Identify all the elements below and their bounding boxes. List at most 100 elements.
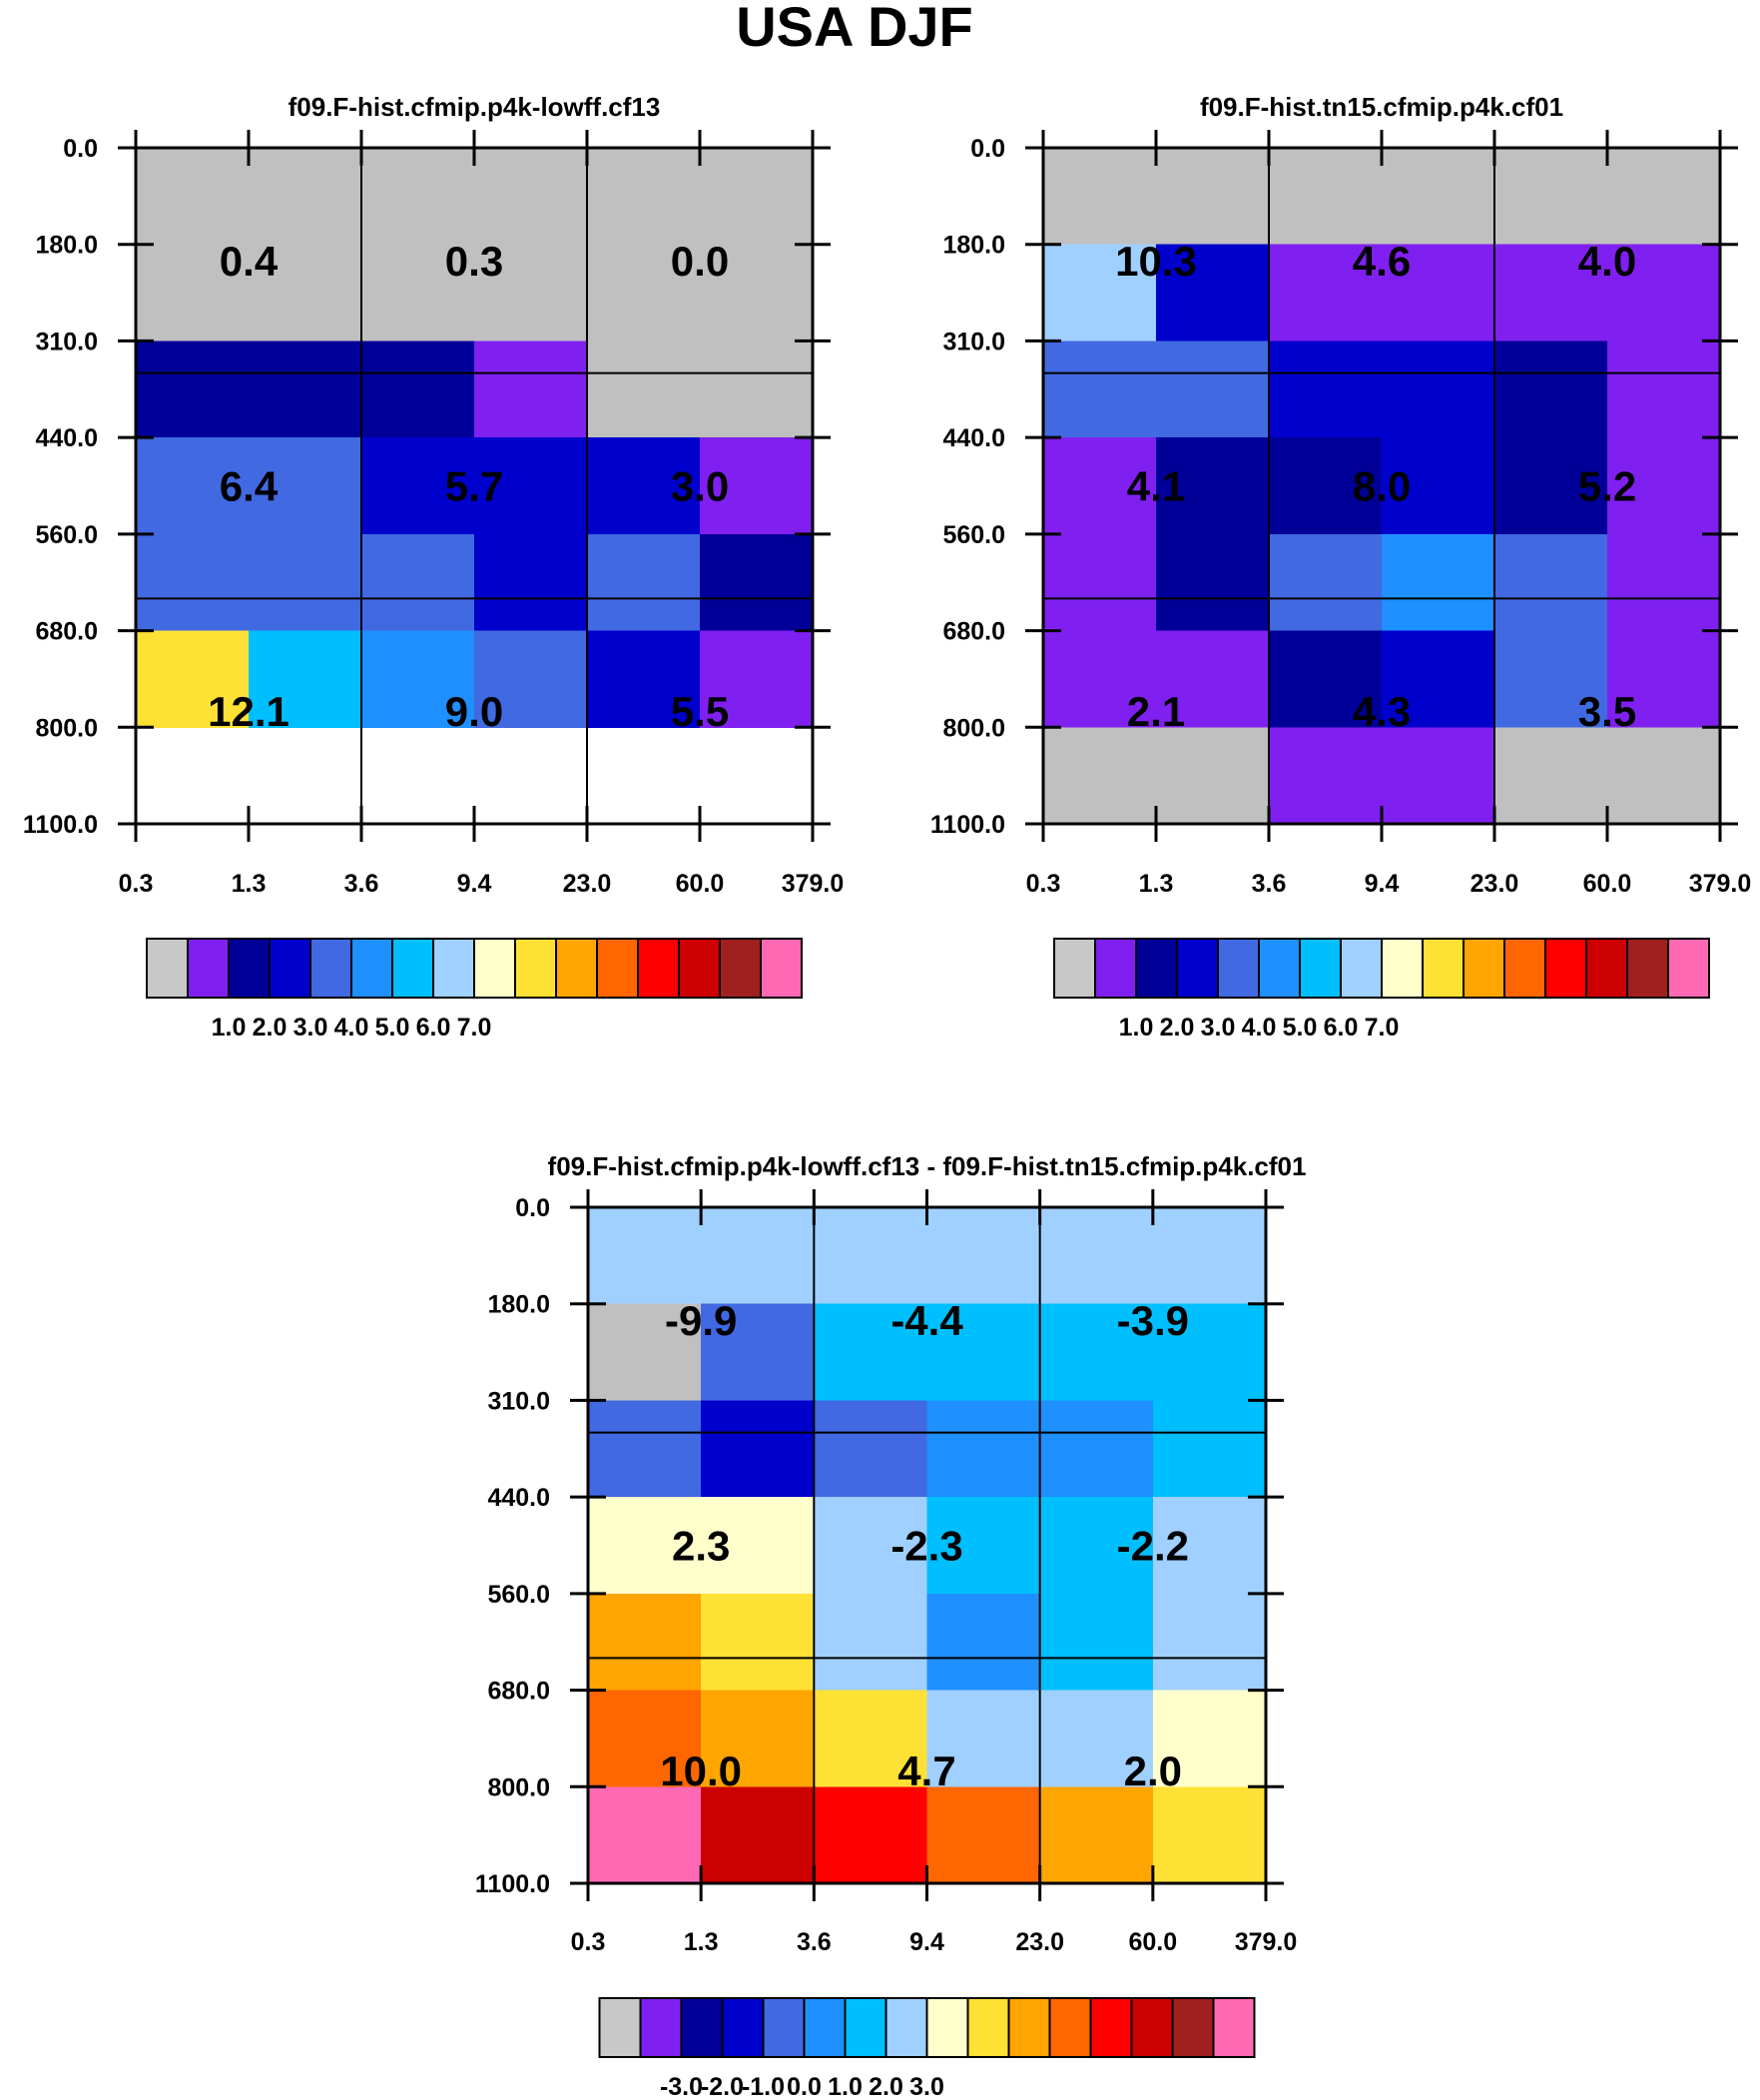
x-tick-label: 9.4 (1365, 870, 1400, 898)
heatmap-cell (1043, 727, 1157, 825)
heatmap-cell (1039, 1497, 1154, 1595)
heatmap-cell (1039, 1593, 1154, 1692)
heatmap-cell (136, 148, 250, 246)
heatmap-cell (926, 1786, 1041, 1884)
heatmap-cell (700, 148, 814, 246)
heatmap-cell (587, 244, 701, 343)
heatmap-cell (136, 630, 250, 728)
heatmap-cell (701, 1303, 815, 1402)
y-tick-label: 680.0 (35, 618, 98, 646)
heatmap-cell (1494, 148, 1608, 246)
colorbar-box (1053, 938, 1096, 999)
heatmap-cell (1607, 533, 1721, 632)
heatmap-cell (1043, 341, 1157, 438)
colorbar-box (473, 938, 516, 999)
colorbar-box (598, 1997, 642, 2058)
colorbar-box (391, 938, 434, 999)
heatmap-cell (1043, 244, 1157, 343)
colorbar-box (1171, 1997, 1215, 2058)
heatmap-cell (249, 341, 362, 438)
heatmap-cell (814, 1400, 928, 1498)
block-value-label: 2.0 (1124, 1748, 1182, 1794)
y-tick-label: 560.0 (487, 1581, 550, 1609)
heatmap-cell (1607, 341, 1721, 438)
heatmap-cell (474, 148, 588, 246)
heatmap-cell (701, 1497, 815, 1595)
colorbar-label: 7.0 (1365, 1014, 1400, 1042)
heatmap-cell (136, 437, 250, 535)
heatmap-cell (474, 244, 588, 343)
heatmap-cell (926, 1497, 1041, 1595)
heatmap-cell (588, 1786, 702, 1884)
colorbar-box (1381, 938, 1424, 999)
heatmap-cell (474, 437, 588, 535)
heatmap-cell (1269, 533, 1383, 632)
heatmap-cell (814, 1786, 928, 1884)
heatmap-cell (136, 533, 250, 632)
colorbar-box (1048, 1997, 1092, 2058)
block-value-label: 8.0 (1353, 463, 1411, 510)
heatmap-cell (1039, 1786, 1154, 1884)
block-value-label: 6.4 (220, 463, 279, 510)
heatmap-cell (1152, 1497, 1267, 1595)
x-tick-label: 0.3 (571, 1928, 606, 1956)
y-tick-label: 180.0 (35, 232, 98, 260)
heatmap-cell (1156, 533, 1270, 632)
y-tick-label: 440.0 (487, 1484, 550, 1512)
heatmap-cell (814, 1497, 928, 1595)
heatmap-cell (587, 341, 701, 438)
colorbar-label: 1.0 (212, 1014, 247, 1042)
heatmap-cell (1043, 148, 1157, 246)
block-value-label: 0.0 (671, 238, 729, 285)
heatmap-cell (1152, 1207, 1267, 1305)
heatmap-cell (361, 148, 475, 246)
block-value-label: 4.6 (1353, 238, 1411, 285)
heatmap-cell (588, 1303, 702, 1402)
heatmap-cell (1382, 148, 1495, 246)
colorbar-label: 7.0 (457, 1014, 492, 1042)
colorbar-box (1503, 938, 1546, 999)
heatmap-cell (1152, 1593, 1267, 1692)
heatmap-cell (1494, 244, 1608, 343)
colorbar-label: 0.0 (787, 2073, 822, 2100)
y-tick-label: 1100.0 (930, 811, 1005, 839)
y-tick-label: 310.0 (487, 1387, 550, 1415)
heatmap-cell (926, 1690, 1041, 1787)
heatmap-cell (249, 630, 362, 728)
heatmap-cell (474, 630, 588, 728)
heatmap-cell (1494, 437, 1608, 535)
heatmap-cell (1152, 1690, 1267, 1787)
heatmap-cell (814, 1593, 928, 1692)
colorbar-box (884, 1997, 928, 2058)
figure-title: USA DJF (736, 0, 973, 58)
y-tick-label: 800.0 (942, 714, 1005, 742)
block-value-label: 0.4 (220, 238, 279, 285)
block-value-label: -4.4 (890, 1297, 963, 1344)
heatmap-cell (814, 1207, 928, 1305)
heatmap-cell (249, 437, 362, 535)
colorbar-box (1212, 1997, 1256, 2058)
heatmap-cell (588, 1497, 702, 1595)
colorbar-box (514, 938, 557, 999)
colorbar-label: -1.0 (742, 2073, 785, 2100)
heatmap-cell (587, 148, 701, 246)
colorbar-label: 6.0 (416, 1014, 451, 1042)
colorbar-box (1007, 1997, 1051, 2058)
colorbar-box (1585, 938, 1628, 999)
y-tick-label: 560.0 (942, 521, 1005, 549)
block-value-label: -9.9 (665, 1297, 737, 1344)
heatmap-cell (1382, 437, 1495, 535)
heatmap-cell (701, 1207, 815, 1305)
heatmap-cell (1269, 244, 1383, 343)
heatmap-cell (700, 341, 814, 438)
x-tick-label: 9.4 (909, 1928, 944, 1956)
colorbar-label: 3.0 (293, 1014, 328, 1042)
colorbar-box (637, 938, 680, 999)
heatmap-cell (361, 630, 475, 728)
colorbar-box (555, 938, 598, 999)
y-tick-label: 310.0 (942, 328, 1005, 355)
heatmap-cell (1039, 1690, 1154, 1787)
colorbar-box (1544, 938, 1587, 999)
x-tick-label: 3.6 (344, 870, 379, 898)
heatmap-cell (926, 1303, 1041, 1402)
